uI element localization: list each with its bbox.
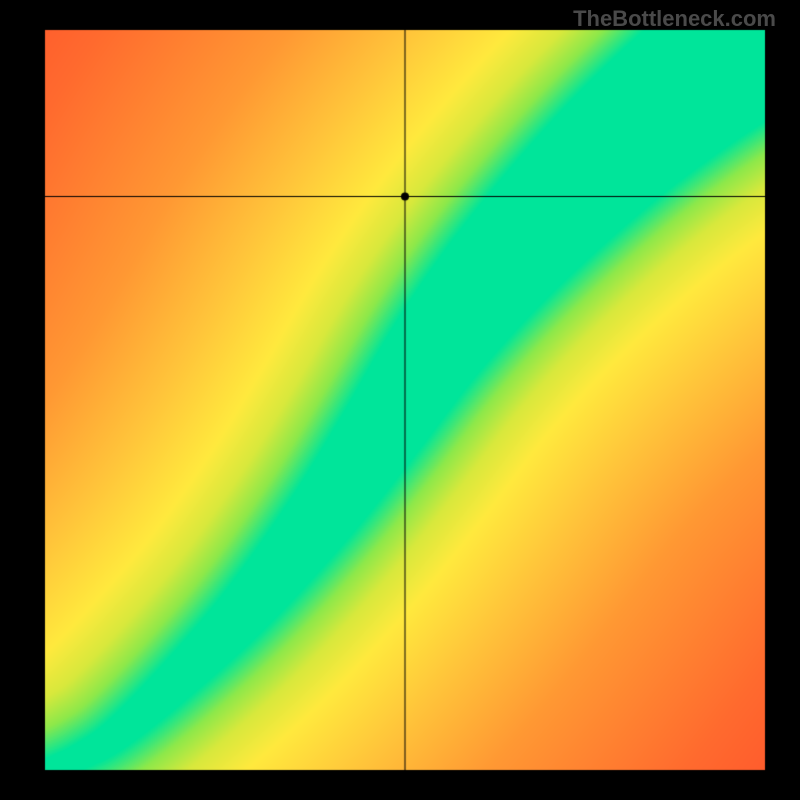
watermark: TheBottleneck.com	[573, 6, 776, 32]
bottleneck-heatmap	[0, 0, 800, 800]
